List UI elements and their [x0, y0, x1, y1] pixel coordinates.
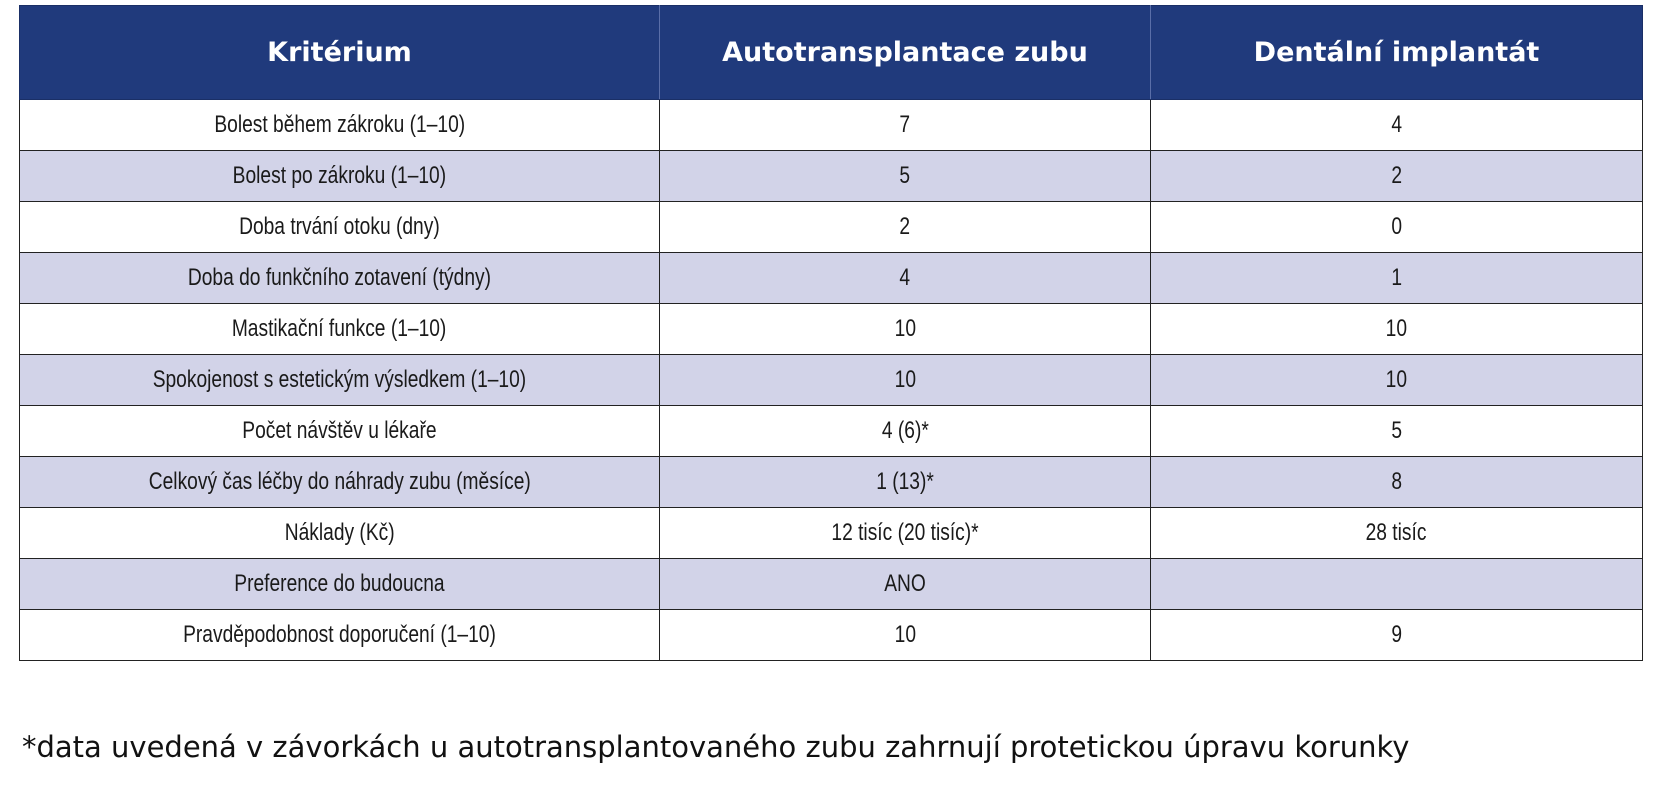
header-implant: Dentální implantát — [1150, 5, 1643, 100]
footnote: *data uvedená v závorkách u autotranspla… — [22, 730, 1410, 764]
table-row: Bolest po zákroku (1–10) 5 2 — [19, 150, 1643, 202]
autotransplant-cell: 10 — [659, 609, 1151, 661]
implant-cell: 1 — [1150, 252, 1643, 304]
implant-cell: 10 — [1150, 354, 1643, 406]
implant-cell — [1150, 558, 1643, 610]
criterion-cell: Bolest po zákroku (1–10) — [19, 150, 660, 202]
header-criterion: Kritérium — [19, 5, 660, 100]
criterion-cell: Bolest během zákroku (1–10) — [19, 99, 660, 151]
table-row: Počet návštěv u lékaře 4 (6)* 5 — [19, 405, 1643, 457]
comparison-table: Kritérium Autotransplantace zubu Dentáln… — [19, 5, 1643, 661]
criterion-cell: Náklady (Kč) — [19, 507, 660, 559]
table-row: Preference do budoucna ANO — [19, 558, 1643, 610]
criterion-cell: Pravděpodobnost doporučení (1–10) — [19, 609, 660, 661]
autotransplant-cell: 1 (13)* — [659, 456, 1151, 508]
criterion-cell: Preference do budoucna — [19, 558, 660, 610]
table-row: Mastikační funkce (1–10) 10 10 — [19, 303, 1643, 355]
autotransplant-cell: 10 — [659, 354, 1151, 406]
implant-cell: 4 — [1150, 99, 1643, 151]
autotransplant-cell: 10 — [659, 303, 1151, 355]
criterion-cell: Celkový čas léčby do náhrady zubu (měsíc… — [19, 456, 660, 508]
table-row: Náklady (Kč) 12 tisíc (20 tisíc)* 28 tis… — [19, 507, 1643, 559]
table-row: Pravděpodobnost doporučení (1–10) 10 9 — [19, 609, 1643, 661]
criterion-cell: Doba do funkčního zotavení (týdny) — [19, 252, 660, 304]
implant-cell: 2 — [1150, 150, 1643, 202]
table-row: Bolest během zákroku (1–10) 7 4 — [19, 99, 1643, 151]
table-row: Doba trvání otoku (dny) 2 0 — [19, 201, 1643, 253]
autotransplant-cell: 4 — [659, 252, 1151, 304]
criterion-cell: Doba trvání otoku (dny) — [19, 201, 660, 253]
table-row: Spokojenost s estetickým výsledkem (1–10… — [19, 354, 1643, 406]
table-row: Doba do funkčního zotavení (týdny) 4 1 — [19, 252, 1643, 304]
implant-cell: 9 — [1150, 609, 1643, 661]
implant-cell: 0 — [1150, 201, 1643, 253]
header-autotransplant: Autotransplantace zubu — [659, 5, 1151, 100]
implant-cell: 10 — [1150, 303, 1643, 355]
autotransplant-cell: 2 — [659, 201, 1151, 253]
criterion-cell: Mastikační funkce (1–10) — [19, 303, 660, 355]
criterion-cell: Spokojenost s estetickým výsledkem (1–10… — [19, 354, 660, 406]
implant-cell: 8 — [1150, 456, 1643, 508]
autotransplant-cell: 5 — [659, 150, 1151, 202]
criterion-cell: Počet návštěv u lékaře — [19, 405, 660, 457]
implant-cell: 28 tisíc — [1150, 507, 1643, 559]
autotransplant-cell: ANO — [659, 558, 1151, 610]
autotransplant-cell: 12 tisíc (20 tisíc)* — [659, 507, 1151, 559]
table-header-row: Kritérium Autotransplantace zubu Dentáln… — [19, 5, 1643, 100]
implant-cell: 5 — [1150, 405, 1643, 457]
autotransplant-cell: 4 (6)* — [659, 405, 1151, 457]
table-row: Celkový čas léčby do náhrady zubu (měsíc… — [19, 456, 1643, 508]
autotransplant-cell: 7 — [659, 99, 1151, 151]
